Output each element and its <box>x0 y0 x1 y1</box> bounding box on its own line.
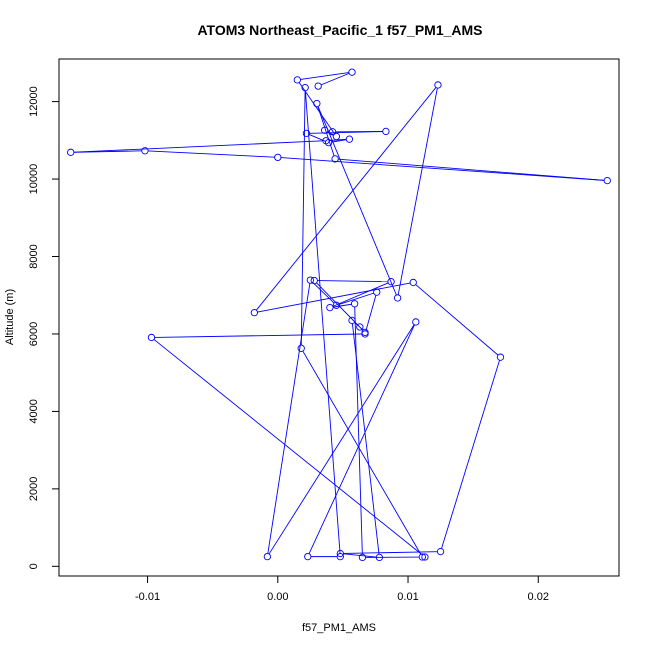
data-point <box>314 82 322 90</box>
data-point <box>361 328 369 337</box>
series-segment <box>317 106 335 157</box>
series-segment <box>317 106 397 296</box>
data-point <box>382 127 390 136</box>
series-segment <box>154 333 362 338</box>
x-axis-label: f57_PM1_AMS <box>302 622 376 634</box>
series-segment <box>302 350 422 555</box>
data-point <box>321 126 329 134</box>
series-segment <box>332 282 389 307</box>
data-point <box>313 99 321 108</box>
series-segment <box>397 88 438 295</box>
data-point <box>336 552 344 561</box>
data-point <box>358 553 367 562</box>
data-point <box>412 318 420 326</box>
y-axis-label: Altitude (m) <box>4 289 16 345</box>
data-point <box>67 148 75 156</box>
data-point <box>306 276 314 284</box>
series-segment <box>331 139 347 143</box>
data-point <box>356 323 364 331</box>
data-point <box>421 553 429 561</box>
data-point <box>348 68 356 76</box>
data-point <box>409 278 417 287</box>
data-point <box>328 128 337 136</box>
data-point <box>332 301 341 309</box>
series-segment <box>257 282 411 313</box>
data-point <box>310 276 318 285</box>
data-point <box>350 300 359 308</box>
y-tick-label: 10000 <box>28 164 40 195</box>
series-segment <box>300 90 306 346</box>
series-segment <box>415 284 499 356</box>
y-tick-label: 4000 <box>28 399 40 423</box>
series-segment <box>332 303 352 308</box>
series-segment <box>73 150 142 153</box>
data-point <box>434 81 442 89</box>
data-point <box>147 333 156 342</box>
series-segment <box>267 283 311 554</box>
series-segment <box>317 280 388 283</box>
data-point <box>301 84 309 92</box>
series-segment <box>73 140 323 153</box>
data-point <box>332 132 341 141</box>
data-point <box>274 153 282 162</box>
data-point <box>373 288 381 296</box>
series-segment <box>280 157 605 181</box>
series-segment <box>268 324 415 555</box>
series-segment <box>153 339 423 556</box>
data-point <box>141 147 149 155</box>
series-segment <box>309 131 383 134</box>
data-point <box>496 353 505 361</box>
series-segment <box>300 72 349 80</box>
y-axis: 0 2000 4000 6000 8000 10000 12000 <box>28 86 60 569</box>
data-point <box>250 309 258 317</box>
series-segment <box>320 72 350 86</box>
data-point <box>348 316 356 325</box>
data-point <box>418 553 426 561</box>
data-point <box>302 129 311 138</box>
data-point <box>263 552 272 561</box>
data-point <box>304 552 312 561</box>
series-segment <box>308 324 415 554</box>
data-point <box>361 330 369 338</box>
series-segment <box>354 306 363 555</box>
data-point <box>375 553 384 562</box>
series-segment <box>312 282 335 304</box>
data-point <box>387 278 395 286</box>
series-segment <box>256 87 437 311</box>
y-tick-label: 0 <box>28 563 40 569</box>
series-segment <box>343 551 438 554</box>
series-segment <box>338 158 605 181</box>
plot-frame <box>58 58 620 577</box>
chart-title: ATOM3 Northeast_Pacific_1 f57_PM1_AMS <box>197 22 482 38</box>
y-tick-label: 6000 <box>28 322 40 346</box>
data-point <box>336 549 344 558</box>
series-segment <box>304 90 341 554</box>
x-axis: -0.01 0.00 0.01 0.02 <box>135 575 549 603</box>
data-point <box>436 547 445 556</box>
series-segment <box>441 360 500 549</box>
y-tick-label: 8000 <box>28 244 40 268</box>
series-segment <box>339 292 374 305</box>
x-tick-label: 0.00 <box>267 591 288 603</box>
series-segment <box>148 150 275 158</box>
data-series <box>67 68 611 562</box>
data-point <box>297 344 305 352</box>
data-point <box>331 155 339 163</box>
x-tick-label: 0.02 <box>528 591 549 603</box>
data-point <box>393 294 402 302</box>
y-tick-label: 2000 <box>28 477 40 501</box>
data-point <box>293 76 301 84</box>
series-segment <box>365 295 377 331</box>
data-point <box>603 176 611 185</box>
data-point <box>326 303 334 312</box>
y-tick-label: 12000 <box>28 86 40 117</box>
data-point <box>322 137 330 145</box>
x-tick-label: 0.01 <box>397 591 418 603</box>
data-point <box>345 135 354 143</box>
x-tick-label: -0.01 <box>135 591 160 603</box>
